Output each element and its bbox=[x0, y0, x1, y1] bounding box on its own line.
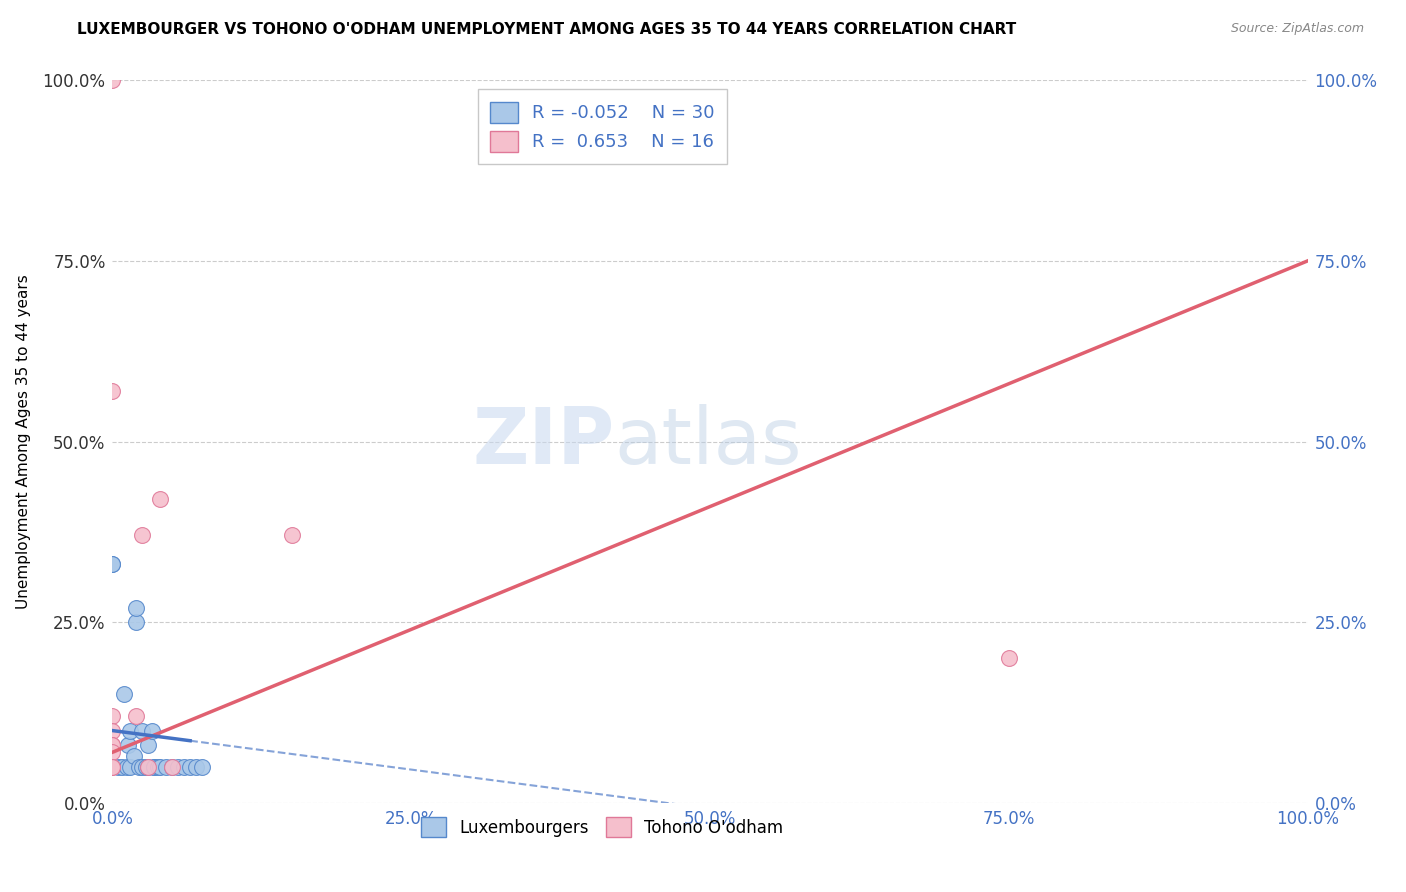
Point bbox=[135, 760, 157, 774]
Point bbox=[149, 492, 172, 507]
Point bbox=[122, 748, 145, 763]
Point bbox=[101, 738, 124, 752]
Point bbox=[125, 600, 148, 615]
Point bbox=[101, 384, 124, 398]
Point bbox=[138, 760, 160, 774]
Point bbox=[173, 760, 195, 774]
Point bbox=[191, 760, 214, 774]
Point bbox=[131, 723, 153, 738]
Point bbox=[111, 760, 134, 774]
Y-axis label: Unemployment Among Ages 35 to 44 years: Unemployment Among Ages 35 to 44 years bbox=[17, 274, 31, 609]
Point bbox=[281, 528, 304, 542]
Point bbox=[155, 760, 177, 774]
Point bbox=[125, 709, 148, 723]
Point bbox=[143, 760, 166, 774]
Point bbox=[138, 738, 160, 752]
Point bbox=[101, 709, 124, 723]
Point bbox=[128, 760, 150, 774]
Point bbox=[143, 760, 166, 774]
Text: LUXEMBOURGER VS TOHONO O'ODHAM UNEMPLOYMENT AMONG AGES 35 TO 44 YEARS CORRELATIO: LUXEMBOURGER VS TOHONO O'ODHAM UNEMPLOYM… bbox=[77, 22, 1017, 37]
Point bbox=[141, 723, 163, 738]
Point bbox=[131, 528, 153, 542]
Point bbox=[120, 760, 142, 774]
Text: Source: ZipAtlas.com: Source: ZipAtlas.com bbox=[1230, 22, 1364, 36]
Point bbox=[998, 651, 1021, 665]
Point bbox=[101, 760, 124, 774]
Point bbox=[167, 760, 190, 774]
Point bbox=[114, 687, 135, 701]
Point bbox=[101, 745, 124, 759]
Point bbox=[101, 558, 124, 572]
Legend: Luxembourgers, Tohono O'odham: Luxembourgers, Tohono O'odham bbox=[413, 809, 792, 845]
Point bbox=[101, 738, 124, 752]
Point bbox=[162, 760, 183, 774]
Point bbox=[125, 615, 148, 630]
Point bbox=[117, 738, 139, 752]
Text: atlas: atlas bbox=[614, 403, 801, 480]
Point bbox=[120, 723, 142, 738]
Point bbox=[149, 760, 172, 774]
Point bbox=[131, 760, 153, 774]
Point bbox=[115, 760, 138, 774]
Point bbox=[107, 760, 129, 774]
Point bbox=[162, 760, 183, 774]
Point bbox=[179, 760, 201, 774]
Point bbox=[101, 760, 124, 774]
Point bbox=[101, 723, 124, 738]
Point bbox=[101, 558, 124, 572]
Point bbox=[101, 73, 124, 87]
Point bbox=[138, 760, 160, 774]
Point bbox=[146, 760, 169, 774]
Text: ZIP: ZIP bbox=[472, 403, 614, 480]
Point bbox=[186, 760, 208, 774]
